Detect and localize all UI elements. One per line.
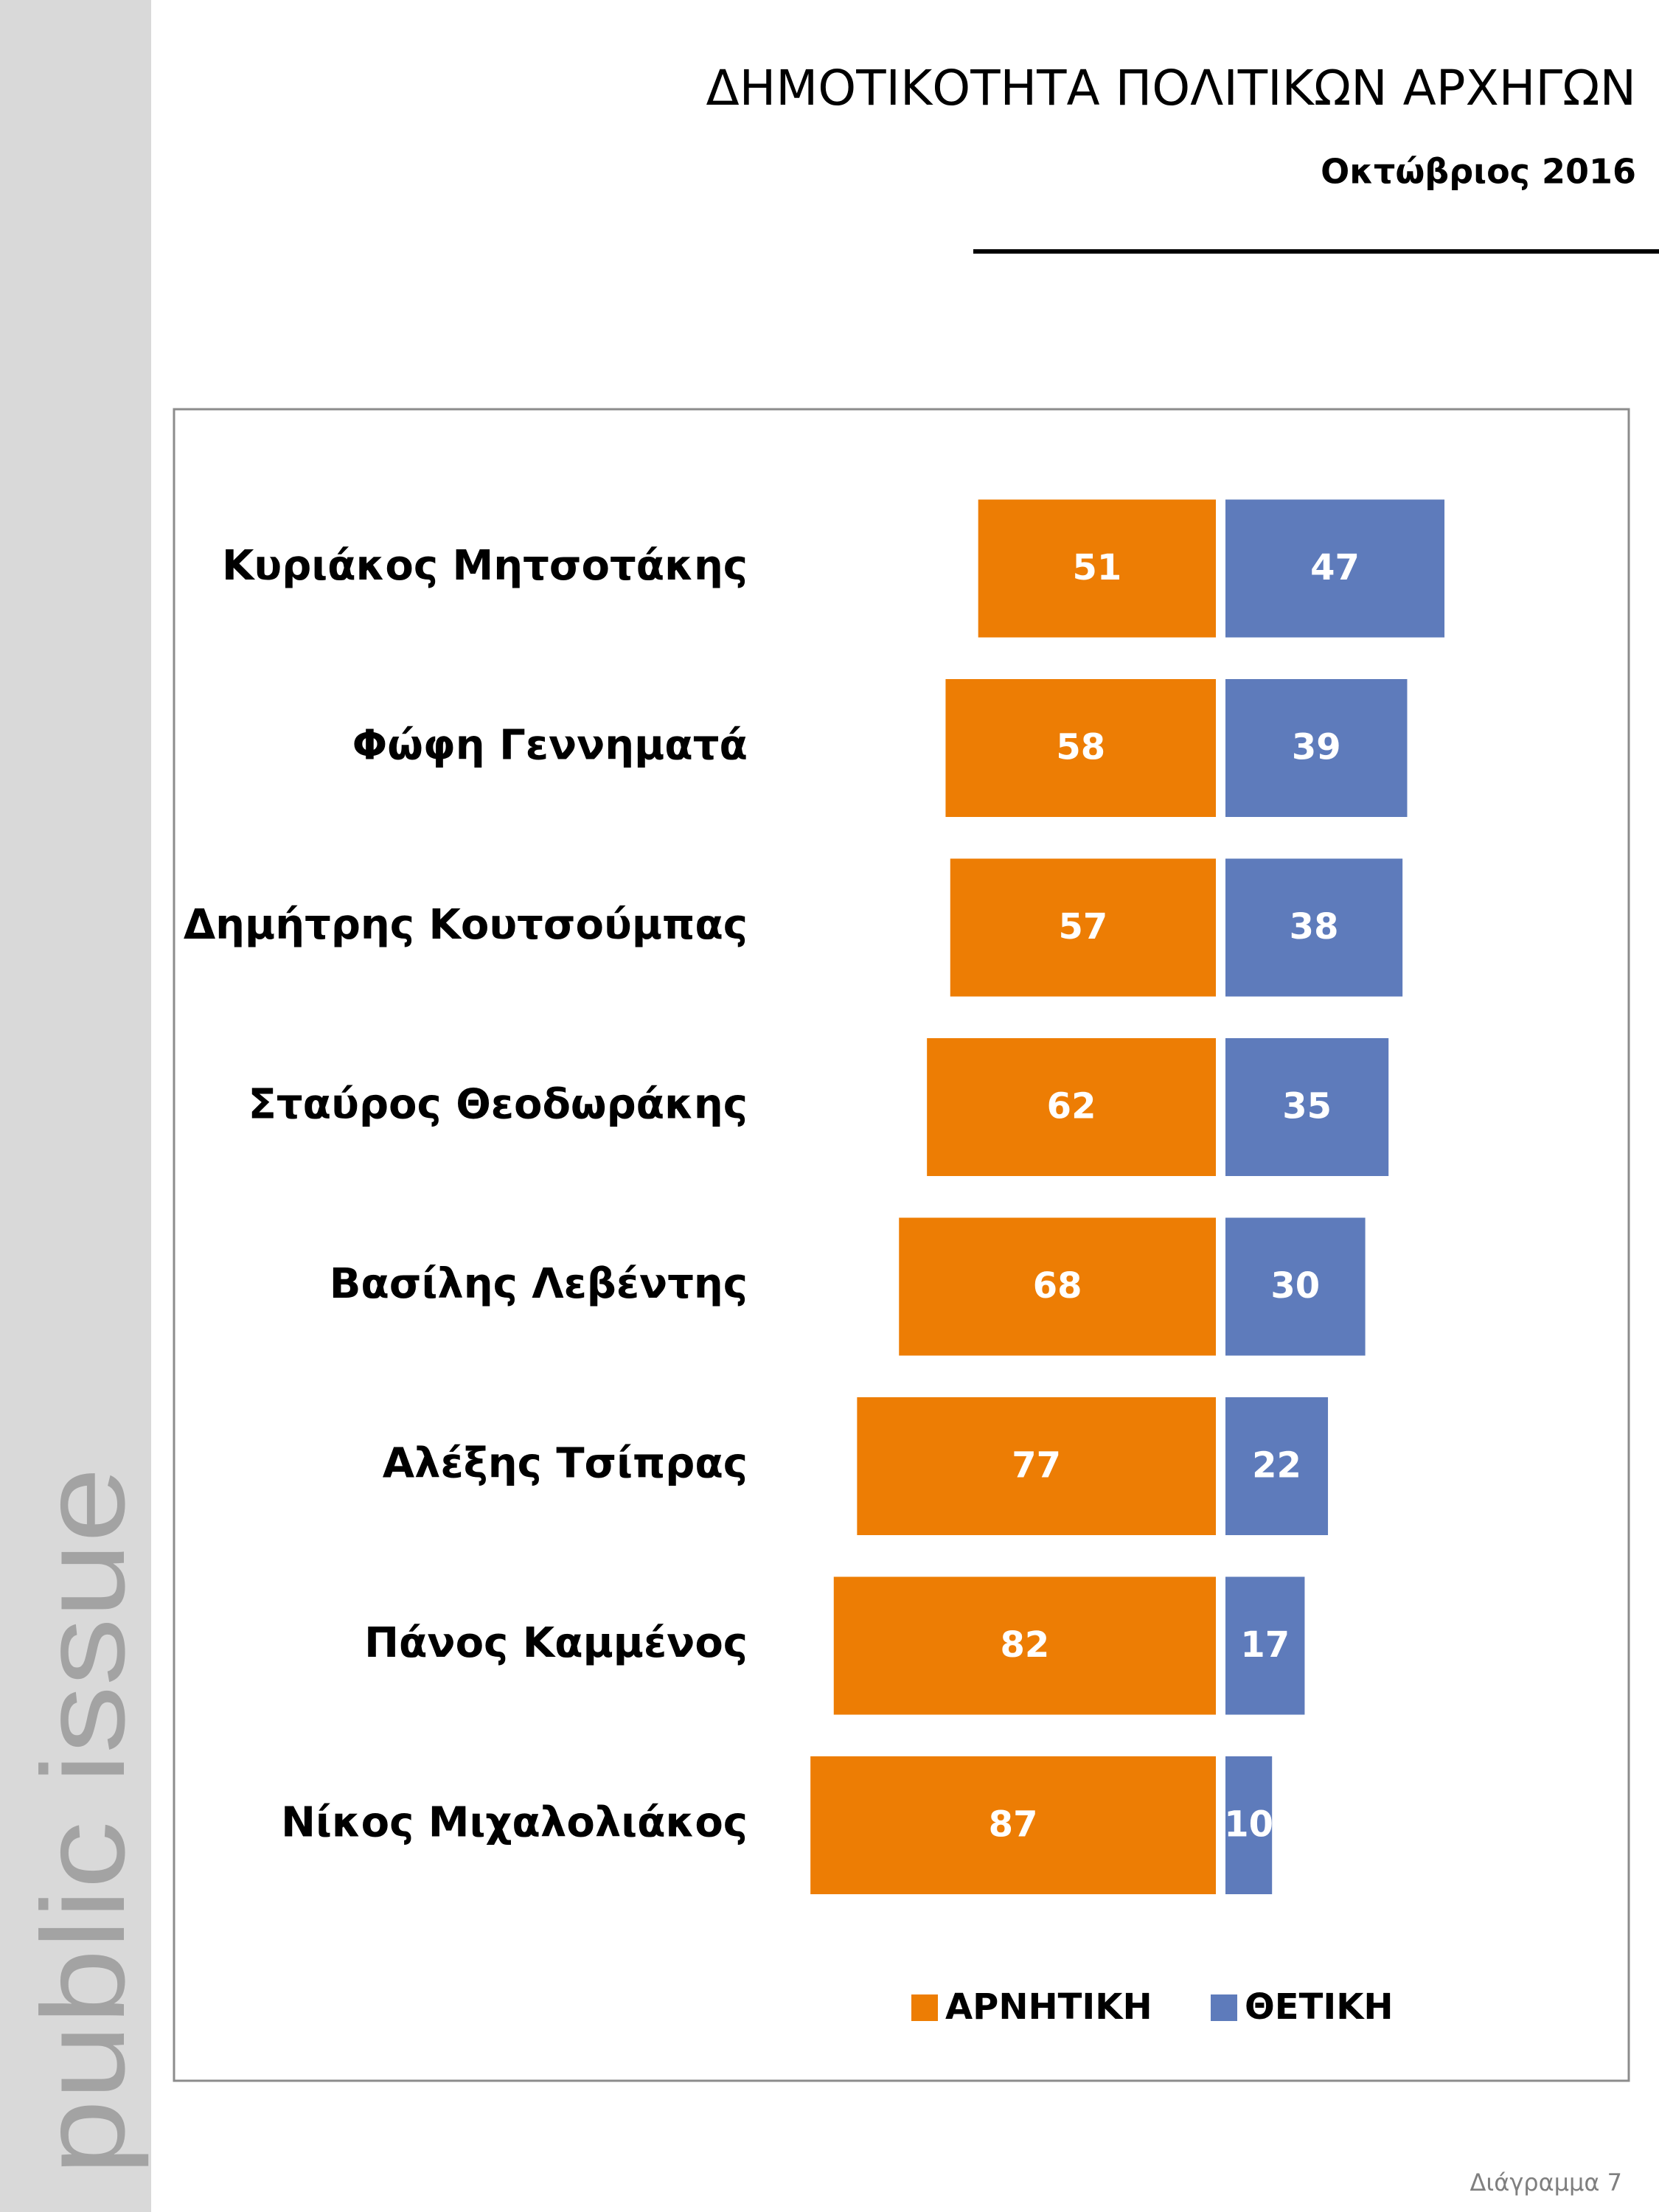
bar bbox=[978, 499, 1216, 638]
value-label: 68 bbox=[1033, 1265, 1082, 1307]
value-label: 22 bbox=[1252, 1445, 1301, 1486]
bar bbox=[810, 1756, 1216, 1894]
value-label: 47 bbox=[1310, 547, 1360, 588]
value-label: 39 bbox=[1292, 727, 1341, 768]
side-strip bbox=[0, 0, 151, 2212]
legend-label: ΘΕΤΙΚΗ bbox=[1245, 1986, 1394, 2028]
bar bbox=[857, 1397, 1216, 1535]
bar bbox=[1225, 1038, 1389, 1176]
bar bbox=[1225, 499, 1445, 638]
legend-swatch bbox=[1211, 1994, 1237, 2021]
bar bbox=[899, 1217, 1216, 1356]
chart-frame bbox=[173, 408, 1630, 2082]
category-label: Αλέξης Τσίπρας bbox=[383, 1440, 748, 1488]
value-label: 82 bbox=[1000, 1624, 1049, 1666]
bar bbox=[945, 679, 1216, 817]
bar bbox=[1225, 858, 1403, 997]
brand: public issue bbox=[17, 1467, 149, 2175]
value-label: 87 bbox=[989, 1804, 1038, 1846]
category-label: Βασίλης Λεβέντης bbox=[330, 1260, 748, 1308]
category-label: Δημήτρης Κουτσούμπας bbox=[184, 901, 748, 949]
value-label: 58 bbox=[1056, 727, 1105, 768]
bar bbox=[1225, 1397, 1329, 1535]
bar bbox=[1225, 1756, 1273, 1894]
chart-title: ΔΗΜΟΤΙΚΟΤΗΤΑ ΠΟΛΙΤΙΚΩΝ ΑΡΧΗΓΩΝ bbox=[706, 60, 1636, 116]
value-label: 77 bbox=[1012, 1445, 1061, 1486]
value-label: 30 bbox=[1270, 1265, 1320, 1307]
legend-swatch bbox=[911, 1994, 938, 2021]
bar bbox=[1225, 1217, 1366, 1356]
value-label: 62 bbox=[1047, 1086, 1096, 1127]
footer: Διάγραμμα 7 bbox=[1470, 2168, 1623, 2197]
category-label: Πάνος Καμμένος bbox=[364, 1619, 748, 1667]
bar bbox=[927, 1038, 1216, 1176]
bar bbox=[950, 858, 1216, 997]
value-label: 10 bbox=[1224, 1804, 1273, 1846]
value-label: 38 bbox=[1290, 906, 1339, 947]
value-label: 35 bbox=[1282, 1086, 1332, 1127]
category-label: Φώφη Γεννηματά bbox=[352, 722, 748, 770]
category-label: Σταύρος Θεοδωράκης bbox=[248, 1081, 748, 1129]
value-label: 51 bbox=[1072, 547, 1121, 588]
legend-label: ΑΡΝΗΤΙΚΗ bbox=[945, 1986, 1152, 2028]
category-label: Κυριάκος Μητσοτάκης bbox=[222, 542, 748, 590]
bar bbox=[1225, 679, 1408, 817]
value-label: 57 bbox=[1058, 906, 1107, 947]
category-label: Νίκος Μιχαλολιάκος bbox=[281, 1799, 748, 1847]
bar bbox=[1225, 1576, 1305, 1715]
value-label: 17 bbox=[1240, 1624, 1290, 1666]
bar bbox=[833, 1576, 1216, 1715]
chart-subtitle: Οκτώβριος 2016 bbox=[1321, 152, 1636, 192]
